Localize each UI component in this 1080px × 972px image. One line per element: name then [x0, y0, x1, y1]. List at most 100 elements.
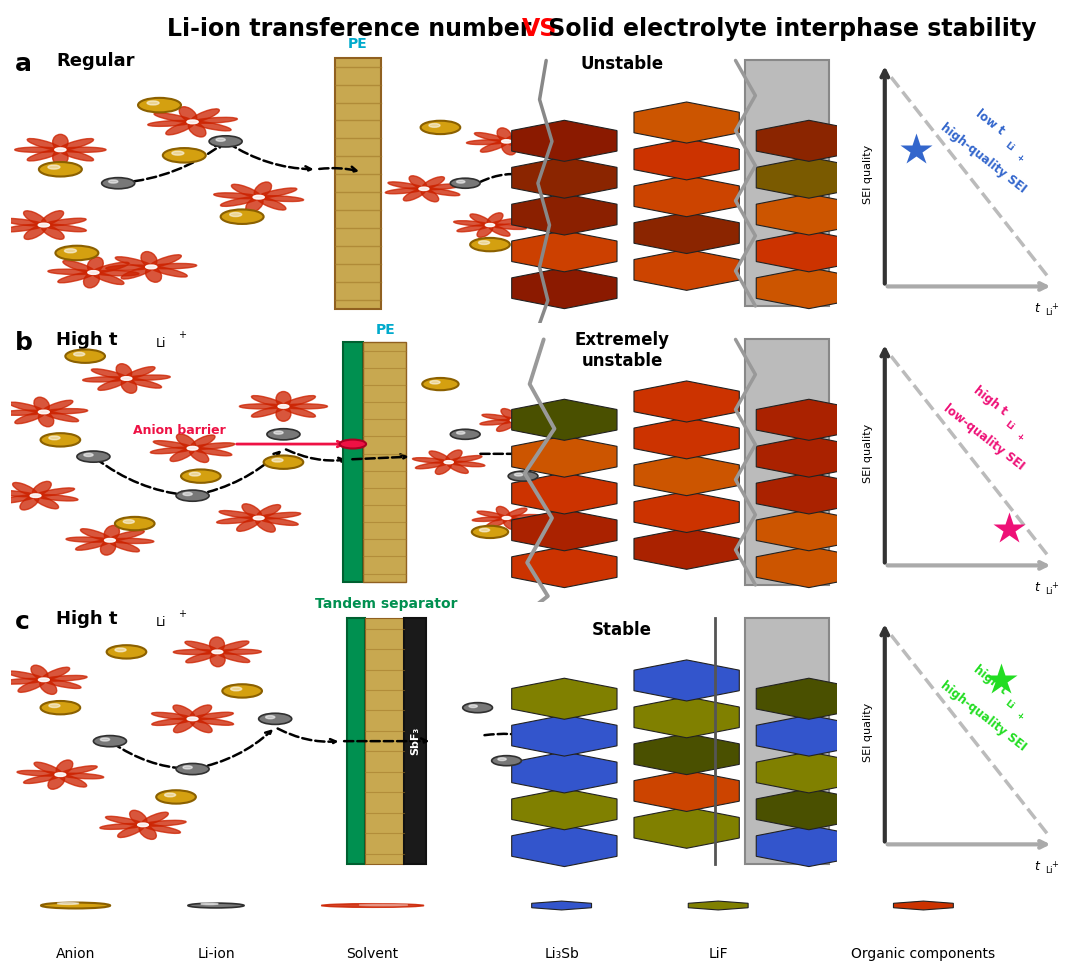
Text: +: + [1051, 581, 1058, 590]
FancyBboxPatch shape [745, 60, 828, 306]
Text: Li: Li [1045, 866, 1053, 876]
Ellipse shape [151, 712, 192, 719]
Ellipse shape [477, 511, 507, 518]
Ellipse shape [63, 260, 95, 273]
Ellipse shape [497, 506, 510, 518]
Ellipse shape [93, 262, 129, 273]
FancyBboxPatch shape [363, 342, 406, 582]
Ellipse shape [106, 265, 151, 270]
Polygon shape [634, 771, 740, 812]
Circle shape [176, 763, 210, 775]
Polygon shape [512, 194, 617, 235]
Ellipse shape [481, 141, 508, 153]
Ellipse shape [100, 540, 116, 555]
Polygon shape [634, 418, 740, 459]
Circle shape [73, 352, 84, 356]
Ellipse shape [454, 221, 490, 226]
Ellipse shape [256, 518, 275, 532]
Ellipse shape [150, 266, 187, 277]
Ellipse shape [283, 396, 315, 406]
Ellipse shape [254, 182, 271, 197]
Ellipse shape [502, 141, 516, 155]
Ellipse shape [116, 257, 152, 267]
Circle shape [157, 790, 195, 804]
Ellipse shape [1, 678, 44, 684]
Ellipse shape [421, 189, 438, 202]
Ellipse shape [490, 225, 526, 229]
Circle shape [172, 151, 184, 156]
Ellipse shape [276, 392, 291, 406]
Ellipse shape [118, 824, 145, 838]
Polygon shape [512, 230, 617, 272]
Text: Solvent: Solvent [347, 947, 399, 961]
Polygon shape [634, 139, 740, 180]
Ellipse shape [6, 671, 44, 680]
Circle shape [422, 378, 459, 390]
Ellipse shape [252, 406, 284, 417]
Text: t: t [1034, 860, 1039, 873]
Polygon shape [878, 139, 984, 180]
Ellipse shape [219, 510, 259, 519]
Ellipse shape [43, 219, 86, 226]
Polygon shape [878, 381, 984, 422]
Ellipse shape [117, 364, 132, 378]
Ellipse shape [166, 122, 194, 135]
Text: PE: PE [348, 37, 367, 51]
Text: Extremely
unstable: Extremely unstable [575, 331, 670, 370]
Circle shape [462, 703, 492, 712]
Ellipse shape [488, 225, 510, 236]
Text: +: + [1051, 302, 1058, 311]
Ellipse shape [92, 272, 124, 285]
Ellipse shape [423, 184, 462, 190]
Ellipse shape [237, 518, 260, 532]
Circle shape [187, 446, 198, 450]
Ellipse shape [283, 406, 315, 417]
Circle shape [65, 350, 105, 363]
Ellipse shape [150, 255, 181, 267]
Polygon shape [512, 121, 617, 161]
Ellipse shape [448, 462, 485, 467]
Ellipse shape [501, 408, 517, 420]
Circle shape [189, 472, 201, 476]
Ellipse shape [41, 211, 64, 226]
Text: +: + [1014, 711, 1025, 722]
Ellipse shape [43, 400, 72, 412]
Ellipse shape [422, 177, 445, 189]
Circle shape [444, 461, 454, 464]
Ellipse shape [513, 409, 534, 421]
Ellipse shape [216, 651, 249, 663]
Ellipse shape [59, 139, 94, 150]
Text: Li: Li [1002, 699, 1015, 712]
Ellipse shape [43, 411, 79, 422]
Ellipse shape [497, 128, 511, 141]
Text: Anion barrier: Anion barrier [133, 424, 226, 437]
Ellipse shape [81, 529, 111, 540]
Ellipse shape [217, 517, 259, 524]
Ellipse shape [486, 518, 508, 528]
Polygon shape [878, 528, 984, 570]
Ellipse shape [480, 420, 515, 425]
Ellipse shape [59, 150, 94, 161]
Polygon shape [878, 418, 984, 459]
Circle shape [253, 195, 265, 199]
Ellipse shape [188, 122, 206, 137]
Ellipse shape [93, 270, 139, 276]
Circle shape [183, 493, 192, 496]
Ellipse shape [56, 760, 72, 775]
Ellipse shape [83, 377, 126, 382]
Ellipse shape [109, 540, 139, 552]
Text: high t: high t [971, 384, 1010, 418]
FancyBboxPatch shape [348, 618, 365, 864]
Polygon shape [756, 399, 862, 440]
Ellipse shape [19, 496, 39, 510]
Circle shape [183, 766, 192, 769]
Circle shape [472, 526, 509, 538]
Polygon shape [756, 267, 862, 309]
Ellipse shape [192, 718, 233, 725]
Ellipse shape [151, 263, 197, 269]
Polygon shape [878, 455, 984, 496]
Ellipse shape [0, 490, 36, 497]
Ellipse shape [53, 150, 68, 165]
Circle shape [77, 451, 110, 462]
Text: Li: Li [156, 615, 166, 629]
